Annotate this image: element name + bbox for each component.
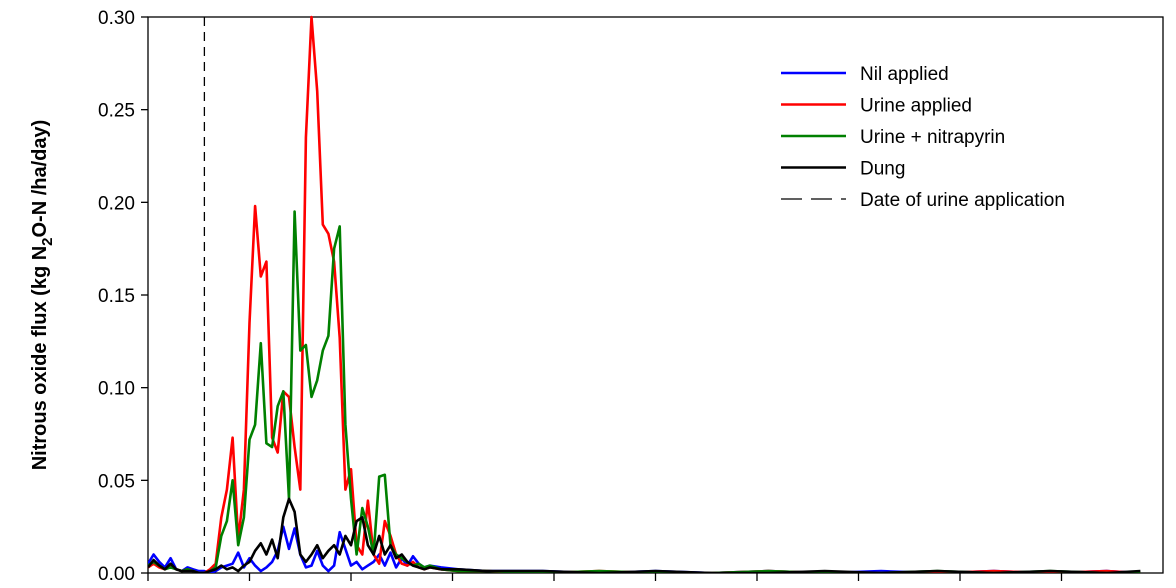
y-tick-label: 0.25 [98, 101, 135, 122]
series-line-urine-nitrapyrin [148, 210, 1141, 573]
series-line-dung [148, 497, 1141, 573]
legend-label: Nil applied [860, 64, 949, 85]
y-tick-label: 0.00 [98, 564, 135, 585]
y-axis-title-subscript: 2 [39, 237, 56, 245]
legend-label: Date of urine application [860, 190, 1065, 211]
y-axis-title: Nitrous oxide flux (kg N2O-N /ha/day) [29, 120, 56, 471]
y-tick-label: 0.20 [98, 193, 135, 214]
y-axis-title-part-2: O-N /ha/day) [29, 120, 51, 238]
y-tick-label: 0.10 [98, 379, 135, 400]
y-tick-label: 0.15 [98, 286, 135, 307]
legend-label: Urine + nitrapyrin [860, 127, 1005, 148]
legend-label: Urine applied [860, 96, 972, 117]
legend-label: Dung [860, 159, 905, 180]
y-tick-label: 0.30 [98, 8, 135, 29]
y-axis-title-part-1: Nitrous oxide flux (kg N [29, 246, 51, 470]
y-tick-label: 0.05 [98, 471, 135, 492]
